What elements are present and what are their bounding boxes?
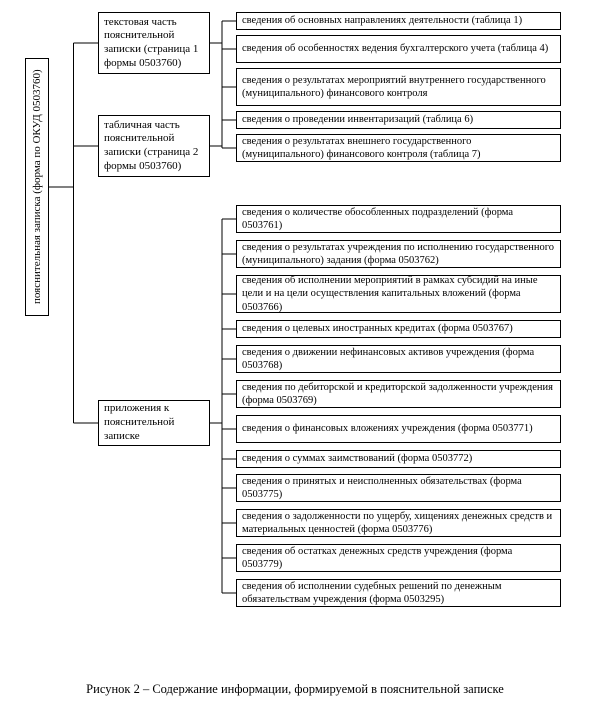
leaf-node-0-2: сведения о результатах мероприятий внутр… (236, 68, 561, 106)
leaf-node-1-3: сведения о целевых иностранных кредитах … (236, 320, 561, 338)
leaf-node-1-1: сведения о результатах учреждения по исп… (236, 240, 561, 268)
leaf-node-1-8: сведения о принятых и неисполненных обяз… (236, 474, 561, 502)
leaf-node-1-10: сведения об остатках денежных средств уч… (236, 544, 561, 572)
figure-caption: Рисунок 2 – Содержание информации, форми… (0, 682, 590, 697)
leaf-node-0-1: сведения об особенностях ведения бухгалт… (236, 35, 561, 63)
leaf-node-1-9: сведения о задолженности по ущербу, хище… (236, 509, 561, 537)
leaf-node-1-5: сведения по дебиторской и кредиторской з… (236, 380, 561, 408)
leaf-node-1-7: сведения о суммах заимствований (форма 0… (236, 450, 561, 468)
leaf-node-0-3: сведения о проведении инвентаризаций (та… (236, 111, 561, 129)
mid-node-0: текстовая часть пояснительной записки (с… (98, 12, 210, 74)
leaf-node-1-2: сведения об исполнении мероприятий в рам… (236, 275, 561, 313)
leaf-node-0-4: сведения о результатах внешнего государс… (236, 134, 561, 162)
mid-node-1: табличная часть пояснительной записки (с… (98, 115, 210, 177)
leaf-node-1-4: сведения о движении нефинансовых активов… (236, 345, 561, 373)
root-node: пояснительная записка (форма по ОКУД 050… (25, 58, 49, 316)
leaf-node-1-0: сведения о количестве обособленных подра… (236, 205, 561, 233)
leaf-node-0-0: сведения об основных направлениях деятел… (236, 12, 561, 30)
leaf-node-1-11: сведения об исполнении судебных решений … (236, 579, 561, 607)
mid-node-2: приложения к пояснительной записке (98, 400, 210, 446)
leaf-node-1-6: сведения о финансовых вложениях учрежден… (236, 415, 561, 443)
